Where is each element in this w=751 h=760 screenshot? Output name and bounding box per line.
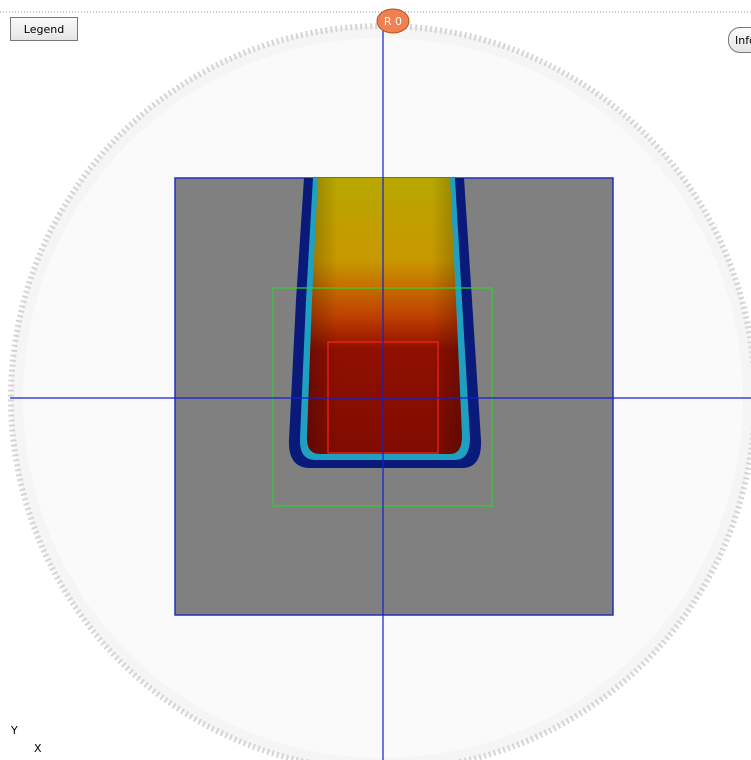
dose-shade: [307, 178, 462, 454]
axis-y-label: Y: [11, 724, 18, 737]
view-canvas: R 0: [0, 0, 751, 760]
legend-button[interactable]: Legend: [10, 17, 78, 41]
gantry-label: R 0: [384, 15, 402, 28]
treatment-view: R 0 Legend Info Y X: [0, 0, 751, 760]
axis-x-label: X: [34, 742, 42, 755]
info-button[interactable]: Info: [728, 27, 751, 53]
